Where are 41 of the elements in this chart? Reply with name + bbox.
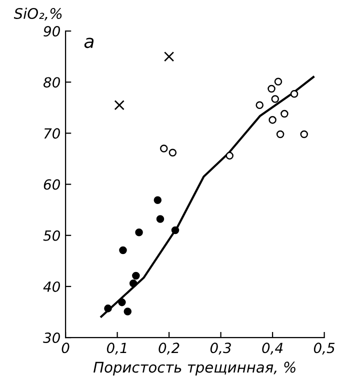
x-tick-label: 0 — [62, 342, 70, 354]
point — [118, 298, 126, 306]
point — [104, 304, 112, 312]
point — [156, 215, 164, 223]
x-tick-label: 0,5 — [314, 342, 335, 355]
point — [119, 246, 127, 254]
y-tick-label: 70 — [44, 128, 60, 139]
point — [129, 280, 138, 288]
x-tick-label: 0,3 — [210, 342, 231, 355]
point — [135, 228, 143, 236]
point — [300, 130, 308, 138]
point — [171, 226, 180, 234]
point — [154, 196, 162, 204]
point — [132, 272, 140, 280]
point — [226, 152, 234, 160]
point — [274, 78, 282, 86]
y-tick-label: 60 — [44, 179, 60, 190]
y-tick-label: 50 — [43, 230, 60, 241]
point — [280, 110, 288, 118]
y-tick-label: 30 — [43, 332, 60, 344]
x-tick-label: 0,1 — [106, 342, 126, 355]
point — [276, 130, 284, 138]
point — [268, 84, 276, 93]
line-series — [100, 76, 314, 318]
point — [256, 101, 264, 109]
y-tick-label: 90 — [44, 26, 60, 37]
x-axis-title: Пористость трещинная, % — [94, 362, 296, 376]
x-tick-label: 0,2 — [158, 342, 180, 355]
y-tick-label: 40 — [43, 281, 60, 292]
y-tick-label: 80 — [43, 77, 60, 88]
y-axis-title: SiO₂,% — [14, 8, 62, 21]
point — [124, 308, 132, 316]
point — [160, 144, 168, 152]
point — [114, 100, 124, 110]
annotation: а — [84, 38, 94, 48]
point — [268, 116, 276, 124]
x-tick-label: 0,4 — [262, 342, 283, 355]
point — [168, 148, 177, 157]
point — [164, 51, 174, 62]
point — [290, 90, 298, 98]
point — [271, 95, 280, 103]
